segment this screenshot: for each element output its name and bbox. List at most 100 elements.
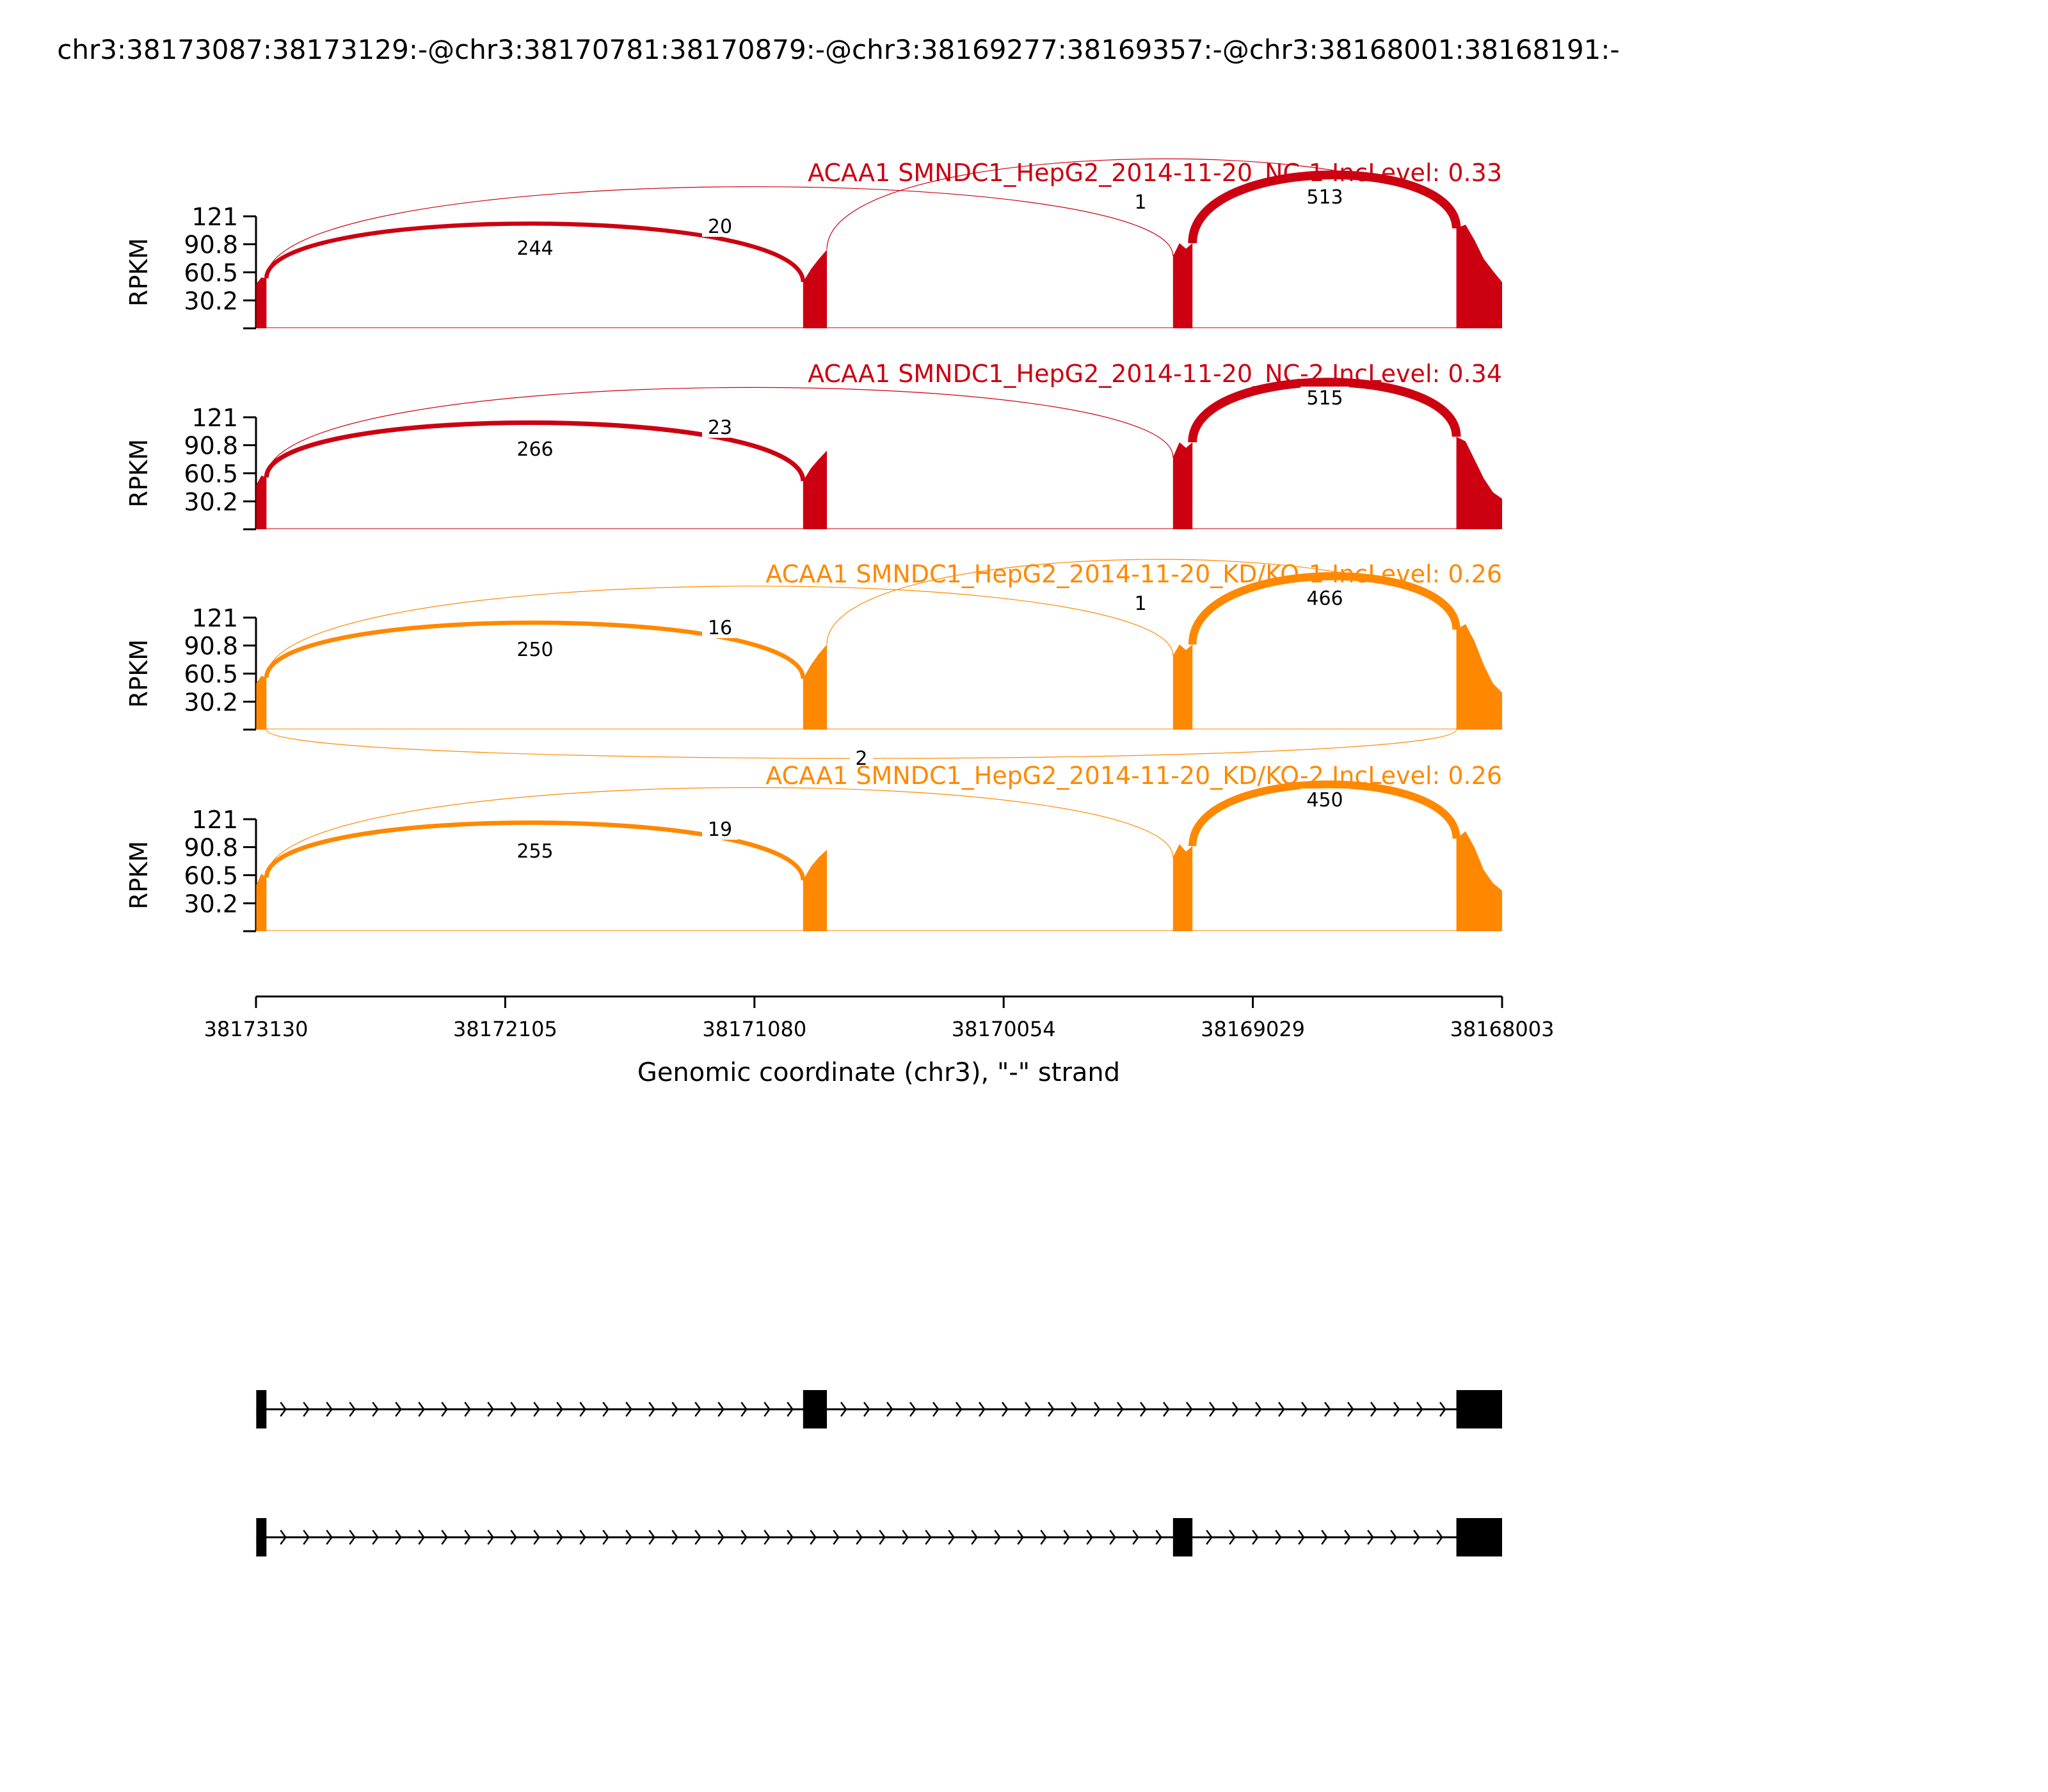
strand-chevron xyxy=(1393,1402,1400,1417)
strand-chevron xyxy=(487,1402,494,1417)
strand-chevron xyxy=(948,1530,955,1545)
y-tick-label: 90.8 xyxy=(184,834,238,862)
strand-chevron xyxy=(280,1530,287,1545)
x-tick-label: 38171080 xyxy=(702,1017,806,1041)
junction-label-bg xyxy=(511,840,559,861)
strand-chevron xyxy=(602,1402,609,1417)
coverage-exon-1 xyxy=(256,676,267,730)
strand-chevron xyxy=(1063,1530,1070,1545)
junction-count-label: 1 xyxy=(1134,593,1146,615)
strand-chevron xyxy=(1140,1402,1147,1417)
strand-chevron xyxy=(694,1530,701,1545)
junction-arc xyxy=(264,420,806,482)
strand-chevron xyxy=(740,1530,748,1545)
coverage-exon-3 xyxy=(1172,442,1193,529)
strand-chevron xyxy=(395,1530,402,1545)
y-tick-label: 90.8 xyxy=(184,632,238,660)
strand-chevron xyxy=(1252,1530,1259,1545)
y-tick-label: 121 xyxy=(191,604,238,632)
y-tick-label: 90.8 xyxy=(184,432,238,460)
x-tick-label: 38173130 xyxy=(204,1017,308,1041)
y-axis-label: RPKM xyxy=(125,639,153,708)
strand-chevron xyxy=(579,1402,586,1417)
y-tick-label: 30.2 xyxy=(184,287,238,315)
junction-count-label: 20 xyxy=(708,216,732,238)
strand-chevron xyxy=(1229,1530,1236,1545)
strand-chevron xyxy=(787,1530,794,1545)
x-axis-label: Genomic coordinate (chr3), "-" strand xyxy=(637,1058,1120,1087)
strand-chevron xyxy=(1117,1402,1124,1417)
strand-chevron xyxy=(349,1402,356,1417)
strand-chevron xyxy=(556,1402,563,1417)
strand-chevron xyxy=(648,1530,655,1545)
strand-chevron xyxy=(1344,1530,1351,1545)
junction-arc xyxy=(266,387,1174,478)
y-tick-label: 60.5 xyxy=(184,460,238,488)
strand-chevron xyxy=(1347,1402,1354,1417)
strand-chevron xyxy=(1048,1402,1055,1417)
strand-chevron xyxy=(464,1402,471,1417)
strand-chevron xyxy=(487,1530,494,1545)
coverage-exon-2 xyxy=(803,250,828,328)
strand-chevron xyxy=(1298,1530,1305,1545)
strand-chevron xyxy=(533,1402,540,1417)
strand-chevron xyxy=(1086,1530,1093,1545)
junction-count-label: 255 xyxy=(516,840,553,863)
exon-block xyxy=(256,1518,267,1556)
junction-label-bg xyxy=(511,638,559,660)
exon-block xyxy=(1172,1518,1193,1556)
strand-chevron xyxy=(1413,1530,1420,1545)
strand-chevron xyxy=(303,1402,310,1417)
y-tick-label: 121 xyxy=(191,404,238,432)
junction-count-label: 250 xyxy=(516,639,553,661)
strand-chevron xyxy=(1163,1402,1170,1417)
strand-chevron xyxy=(1209,1402,1216,1417)
strand-chevron xyxy=(694,1402,701,1417)
y-tick-label: 30.2 xyxy=(184,890,238,918)
junction-label-bg xyxy=(1300,186,1349,207)
coverage-panel-2: ACAA1 SMNDC1_HepG2_2014-11-20_NC-2 IncLe… xyxy=(125,360,1502,531)
strand-chevron xyxy=(1071,1402,1078,1417)
junction-count-label: 2 xyxy=(855,748,867,770)
strand-chevron xyxy=(464,1530,471,1545)
strand-chevron xyxy=(326,1530,333,1545)
junction-arc xyxy=(264,221,806,283)
strand-chevron xyxy=(879,1530,886,1545)
strand-chevron xyxy=(1155,1530,1162,1545)
y-tick-label: 60.5 xyxy=(184,862,238,890)
strand-chevron xyxy=(280,1402,287,1417)
strand-chevron xyxy=(717,1402,724,1417)
strand-chevron xyxy=(740,1402,748,1417)
y-tick-label: 60.5 xyxy=(184,660,238,689)
strand-chevron xyxy=(1321,1530,1328,1545)
junction-count-label: 19 xyxy=(708,819,732,841)
strand-chevron xyxy=(971,1530,978,1545)
junction-count-label: 16 xyxy=(708,617,732,639)
junction-arc xyxy=(266,586,1174,678)
y-tick-label: 121 xyxy=(191,203,238,231)
panel-title: ACAA1 SMNDC1_HepG2_2014-11-20_NC-2 IncLe… xyxy=(808,360,1502,388)
strand-chevron xyxy=(625,1402,632,1417)
strand-chevron xyxy=(1186,1402,1193,1417)
coverage-exon-1 xyxy=(256,874,267,931)
junction-arc xyxy=(266,787,1174,878)
coverage-exon-4 xyxy=(1456,624,1502,730)
y-tick-label: 90.8 xyxy=(184,231,238,259)
strand-chevron xyxy=(925,1530,932,1545)
junction-arc xyxy=(1188,572,1460,645)
strand-chevron xyxy=(886,1402,893,1417)
strand-chevron xyxy=(1132,1530,1139,1545)
junction-count-label: 23 xyxy=(708,417,732,439)
junction-count-label: 513 xyxy=(1306,186,1343,209)
strand-chevron xyxy=(1301,1402,1308,1417)
x-axis: 38173130 38172105 38171080 38170054 38169029… xyxy=(204,995,1554,1087)
strand-chevron xyxy=(441,1402,448,1417)
junction-arc xyxy=(264,820,806,881)
strand-chevron xyxy=(418,1530,425,1545)
strand-chevron xyxy=(764,1402,771,1417)
strand-chevron xyxy=(902,1530,909,1545)
strand-chevron xyxy=(1278,1402,1285,1417)
strand-chevron xyxy=(994,1530,1001,1545)
coverage-exon-3 xyxy=(1172,644,1193,730)
